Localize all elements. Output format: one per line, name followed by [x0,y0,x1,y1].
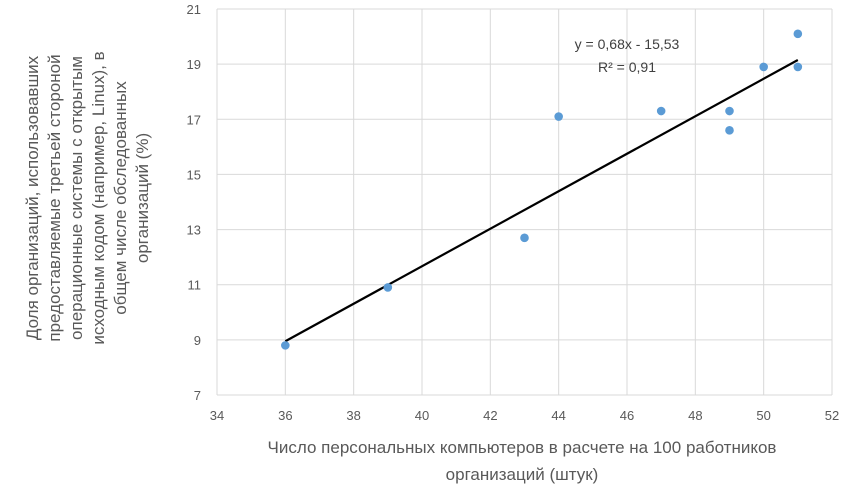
trendline-r-squared: R² = 0,91 [598,59,656,75]
y-tick-label: 17 [187,112,201,127]
y-tick-labels: 7 9 11 13 15 17 19 21 [187,2,201,403]
y-tick-label: 9 [194,333,201,348]
x-tick-label: 48 [688,408,702,423]
x-tick-label: 38 [346,408,360,423]
x-tick-label: 52 [825,408,839,423]
y-axis-title-line-1: Доля организаций, использовавших [23,55,42,340]
y-axis-title-line-2: предоставляемые третьей стороной [45,54,64,341]
y-tick-label: 15 [187,167,201,182]
trendline-equation: y = 0,68x - 15,53 [575,36,680,52]
gridlines [216,8,833,396]
data-point [520,233,529,243]
data-point [725,126,734,135]
x-axis-title-line-2: организаций (штук) [446,465,599,484]
y-axis-title: Доля организаций, использовавших предост… [23,51,152,344]
x-axis-title-line-1: Число персональных компьютеров в расчете… [268,438,777,457]
data-point [793,29,803,39]
data-point [383,283,393,292]
trendline-group [284,59,799,343]
x-tick-label: 44 [551,408,565,423]
x-tick-label: 36 [278,408,292,423]
y-axis-title-line-6: организаций (%) [133,133,152,263]
data-point [793,62,803,72]
trendline [284,59,799,343]
data-point [725,106,734,116]
y-tick-label: 19 [187,57,201,72]
data-points [281,29,803,350]
y-tick-label: 11 [188,278,202,293]
y-axis-title-line-3: операционные системы с открытым [67,56,86,340]
data-point [281,341,290,350]
y-axis-title-line-4: исходным кодом (например, Linux), в [89,51,108,344]
x-tick-labels: 34 36 38 40 42 44 46 48 50 52 [210,408,839,423]
x-tick-label: 46 [620,408,634,423]
x-tick-label: 34 [210,408,224,423]
y-axis-title-line-5: общем числе обследованных [111,81,130,315]
data-point [554,112,563,121]
x-tick-label: 40 [415,408,429,423]
x-tick-label: 50 [756,408,770,423]
x-tick-label: 42 [483,408,497,423]
y-tick-label: 7 [194,388,201,403]
y-tick-label: 21 [187,2,201,17]
data-point [656,106,666,116]
y-tick-label: 13 [187,223,201,238]
data-point [759,62,768,72]
